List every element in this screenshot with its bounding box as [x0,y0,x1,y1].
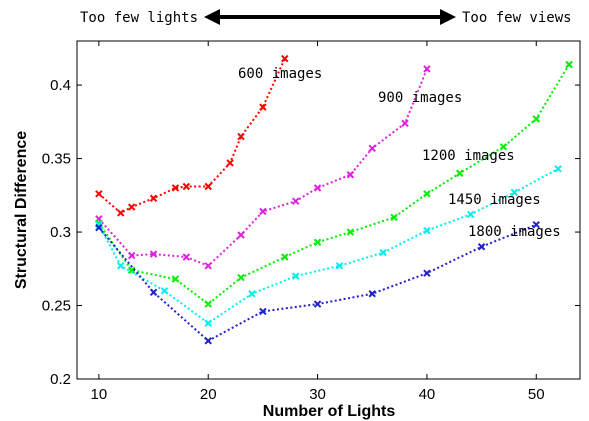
data-point-1800-images [368,290,376,298]
series-label-600-images: 600 images [238,66,322,82]
data-point-1800-images [532,220,540,229]
data-point-900-images [423,65,431,73]
data-point-1450-images [335,262,344,270]
data-point-900-images [401,119,409,128]
data-point-900-images [313,184,322,192]
data-point-1800-images [477,243,486,251]
data-point-1200-images [346,228,355,236]
data-point-1450-images [379,248,387,257]
data-point-1800-images [423,269,431,277]
annotation-too-few-views: Too few views [462,10,572,26]
annotation-too-few-lights: Too few lights [80,10,198,26]
series-line-1450-images [97,167,559,325]
data-point-600-images [204,182,212,191]
data-point-1200-images [499,143,508,151]
series-label-1800-images: 1800 images [468,224,561,240]
data-point-1200-images [171,275,180,283]
data-point-1200-images [423,190,431,198]
data-point-900-images [368,144,376,152]
series-label-1200-images: 1200 images [422,148,515,164]
x-tick-label: 10 [91,386,108,403]
double-arrow [204,9,456,25]
data-point-900-images [204,262,212,270]
x-axis-title: Number of Lights [263,403,396,420]
y-tick-label: 0.25 [42,298,71,315]
data-point-1800-images [95,223,103,232]
data-point-1200-images [456,169,464,177]
data-point-1450-images [291,272,300,280]
data-point-600-images [95,190,103,198]
data-point-600-images [171,184,180,192]
data-point-600-images [117,209,125,217]
series-label-1450-images: 1450 images [448,192,541,208]
data-point-1200-images [313,238,322,247]
data-point-1800-images [313,300,322,308]
x-tick-label: 30 [309,386,326,403]
data-point-900-images [149,250,158,258]
data-point-1450-images [117,262,125,270]
y-tick-label: 0.2 [50,371,71,388]
series-line-1200-images [98,63,570,306]
x-tick-label: 40 [419,386,436,403]
data-point-600-images [127,203,136,211]
y-tick-label: 0.3 [50,224,71,241]
data-point-600-images [237,132,245,141]
data-point-900-images [237,231,245,239]
data-point-1200-images [565,60,573,69]
data-point-1800-images [149,288,158,297]
data-point-900-images [182,253,191,261]
series-layer [95,54,573,345]
y-tick-label: 0.35 [42,151,71,168]
data-point-1200-images [237,273,245,282]
data-point-600-images [226,159,234,167]
plot-frame [76,40,581,380]
y-tick-label: 0.4 [50,77,71,94]
series-labels: 600 images 900 images 1200 images 1450 imag… [238,66,561,240]
x-tick-label: 50 [528,386,545,403]
data-point-1200-images [127,266,136,274]
data-point-1200-images [390,213,398,222]
data-point-1200-images [532,115,540,123]
y-axis-title: Structural Difference [13,131,30,289]
data-point-900-images [259,207,267,216]
data-point-1450-images [160,287,169,295]
data-point-600-images [182,182,191,191]
data-point-1200-images [281,253,289,261]
axes: 10 20 30 40 50 0.2 0.25 0.3 0.35 0.4 [42,41,580,403]
data-point-1450-images [510,188,519,197]
data-point-900-images [291,197,300,205]
data-point-1800-images [204,337,212,345]
data-point-1450-images [423,226,431,235]
data-point-600-images [281,54,289,63]
data-point-1450-images [466,210,475,219]
data-point-900-images [346,171,355,179]
series-label-900-images: 900 images [378,90,462,106]
data-point-600-images [259,103,267,111]
data-point-1450-images [554,165,562,173]
data-point-1450-images [204,319,212,327]
x-tick-label: 20 [200,386,217,403]
data-point-600-images [149,194,158,202]
data-point-1200-images [204,300,212,308]
data-point-900-images [127,251,136,260]
data-point-1450-images [248,290,256,298]
data-point-1800-images [259,307,267,316]
